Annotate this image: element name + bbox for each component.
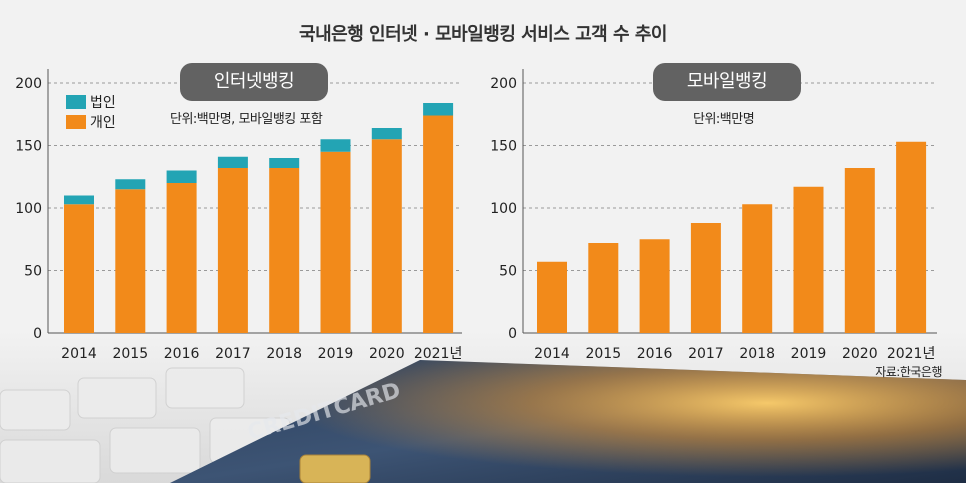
- legend-item-corporate: 법인: [66, 92, 116, 112]
- internet-banking-x-tick-label: 2021년: [414, 346, 463, 362]
- internet-banking-title: 인터넷뱅킹: [180, 63, 328, 101]
- mobile-banking-bar: [742, 204, 773, 333]
- internet-banking-y-tick-label: 200: [15, 76, 42, 92]
- internet-banking-bar-individual: [166, 183, 197, 333]
- mobile-banking-y-tick-label: 100: [490, 201, 517, 217]
- internet-banking-bar-corporate: [269, 158, 300, 168]
- mobile-banking-y-tick-label: 200: [490, 76, 517, 92]
- legend-label-corporate: 법인: [90, 95, 116, 111]
- legend-label-individual: 개인: [90, 115, 116, 131]
- mobile-banking-y-tick-label: 50: [499, 264, 517, 280]
- internet-banking-bar-individual: [217, 168, 248, 333]
- internet-banking-bar-individual: [115, 189, 146, 333]
- mobile-banking-y-tick-label: 150: [490, 139, 517, 155]
- mobile-banking-x-tick-label: 2017: [688, 346, 724, 362]
- internet-banking-bar-corporate: [115, 179, 146, 190]
- internet-banking-bar-corporate: [423, 103, 454, 116]
- internet-banking-x-tick-label: 2018: [266, 346, 302, 362]
- internet-banking-bar-individual: [269, 168, 300, 333]
- mobile-banking-x-tick-label: 2021년: [887, 346, 936, 362]
- internet-banking-y-tick-label: 50: [24, 264, 42, 280]
- internet-banking-y-tick-label: 150: [15, 139, 42, 155]
- internet-banking-bar-individual: [320, 151, 351, 333]
- mobile-banking-x-tick-label: 2014: [534, 346, 570, 362]
- internet-banking-bar-corporate: [217, 156, 248, 168]
- legend-item-individual: 개인: [66, 112, 116, 132]
- mobile-banking-bar: [896, 141, 927, 333]
- internet-banking-bar-corporate: [371, 128, 402, 140]
- mobile-banking-bar: [537, 261, 567, 333]
- internet-banking-x-tick-label: 2015: [112, 346, 148, 362]
- mobile-banking-title: 모바일뱅킹: [653, 63, 801, 101]
- page-title: 국내은행 인터넷 · 모바일뱅킹 서비스 고객 수 추이: [299, 24, 667, 45]
- legend: 법인 개인: [66, 92, 116, 132]
- internet-banking-y-tick-label: 0: [33, 326, 42, 342]
- legend-swatch-individual: [66, 115, 86, 129]
- internet-banking-bar-corporate: [320, 139, 351, 152]
- mobile-banking-bar: [844, 168, 875, 333]
- internet-banking-bar-corporate: [166, 170, 197, 183]
- internet-banking-x-tick-label: 2016: [164, 346, 200, 362]
- mobile-banking-bar: [588, 243, 619, 333]
- internet-banking-y-tick-label: 100: [15, 201, 42, 217]
- internet-banking-x-tick-label: 2017: [215, 346, 251, 362]
- internet-banking-bar-corporate: [64, 195, 94, 205]
- mobile-banking-unit-note: 단위:백만명: [693, 112, 755, 127]
- mobile-banking-bar: [639, 239, 670, 333]
- mobile-banking-bar: [690, 223, 721, 333]
- internet-banking-bar-individual: [64, 204, 94, 333]
- internet-banking-unit-note: 단위:백만명, 모바일뱅킹 포함: [170, 112, 323, 127]
- mobile-banking-x-tick-label: 2020: [842, 346, 878, 362]
- legend-swatch-corporate: [66, 95, 86, 109]
- source-note: 자료:한국은행: [875, 365, 942, 379]
- internet-banking-bar-individual: [423, 115, 454, 333]
- internet-banking-x-tick-label: 2020: [369, 346, 405, 362]
- internet-banking-x-tick-label: 2019: [318, 346, 354, 362]
- mobile-banking-x-tick-label: 2015: [585, 346, 621, 362]
- internet-banking-x-tick-label: 2014: [61, 346, 97, 362]
- mobile-banking-y-tick-label: 0: [508, 326, 517, 342]
- mobile-banking-x-tick-label: 2019: [791, 346, 827, 362]
- internet-banking-bar-individual: [371, 139, 402, 333]
- mobile-banking-bar: [793, 186, 824, 333]
- mobile-banking-x-tick-label: 2018: [739, 346, 775, 362]
- mobile-banking-x-tick-label: 2016: [637, 346, 673, 362]
